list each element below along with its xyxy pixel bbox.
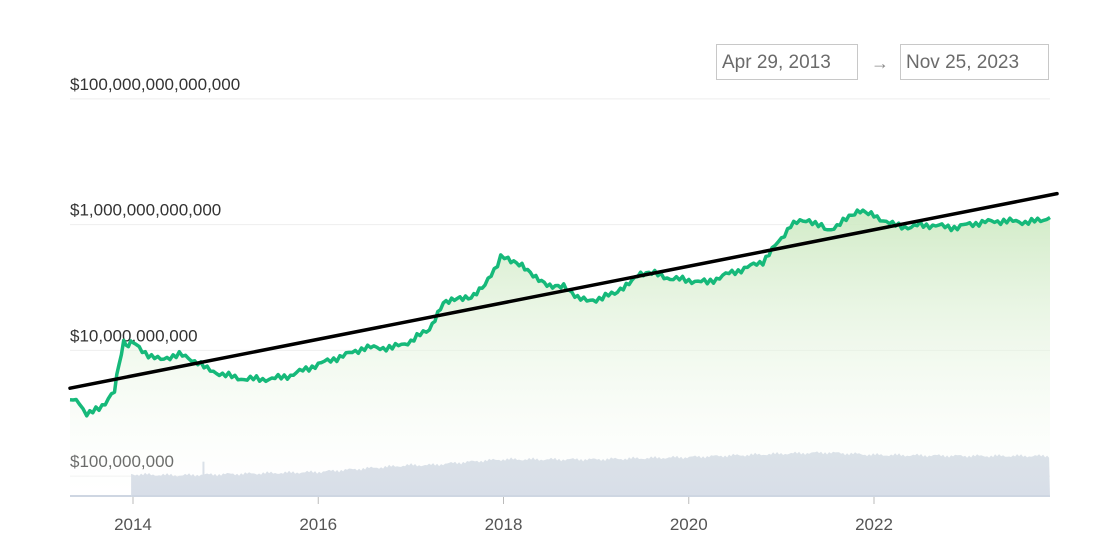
x-tick-label: 2020: [670, 515, 708, 534]
price-line: [69, 208, 1051, 418]
x-tick-label: 2018: [485, 515, 523, 534]
trend-line: [68, 191, 1059, 390]
x-tick-label: 2014: [114, 515, 152, 534]
price-area-fill: [70, 210, 1050, 495]
x-tick-label: 2022: [855, 515, 893, 534]
y-tick-label: $1,000,000,000,000: [70, 201, 221, 220]
start-date-input[interactable]: Apr 29, 2013: [716, 44, 858, 80]
x-tick-label: 2016: [299, 515, 337, 534]
y-tick-label: $10,000,000,000: [70, 326, 198, 345]
y-tick-label: $100,000,000,000,000: [70, 75, 240, 94]
arrow-icon: →: [871, 53, 889, 73]
end-date-input[interactable]: Nov 25, 2023: [900, 44, 1049, 80]
